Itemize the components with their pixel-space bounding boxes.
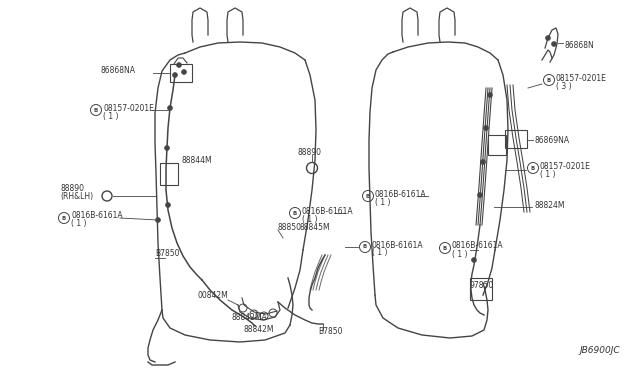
Circle shape <box>552 42 557 46</box>
Circle shape <box>177 62 182 67</box>
Circle shape <box>182 70 186 74</box>
Text: B7850: B7850 <box>318 327 342 337</box>
Text: B: B <box>547 77 551 83</box>
Text: B: B <box>94 108 98 112</box>
Text: B7850: B7850 <box>155 248 179 257</box>
Text: JB6900JC: JB6900JC <box>579 346 620 355</box>
Text: 0816B-6161A: 0816B-6161A <box>302 206 354 215</box>
Text: ( 3 ): ( 3 ) <box>556 81 572 90</box>
Text: 00842M: 00842M <box>198 291 228 299</box>
Text: 88842M: 88842M <box>243 326 273 334</box>
Circle shape <box>483 125 488 131</box>
Text: ( 1 ): ( 1 ) <box>71 218 86 228</box>
Text: 08157-0201E: 08157-0201E <box>540 161 591 170</box>
Text: 86868N: 86868N <box>565 41 595 49</box>
Bar <box>488 135 506 155</box>
Text: B: B <box>62 215 66 221</box>
Circle shape <box>545 35 550 41</box>
Circle shape <box>481 160 486 164</box>
Bar <box>170 64 192 82</box>
Text: B: B <box>531 166 535 170</box>
Circle shape <box>166 202 170 208</box>
Text: 88842MA: 88842MA <box>232 314 268 323</box>
Circle shape <box>168 106 173 110</box>
Text: ( 1 ): ( 1 ) <box>302 215 317 224</box>
Text: 86869NA: 86869NA <box>535 135 570 144</box>
Text: 0816B-6161A: 0816B-6161A <box>452 241 504 250</box>
Text: B: B <box>363 244 367 250</box>
Text: 08157-0201E: 08157-0201E <box>556 74 607 83</box>
Text: B: B <box>366 193 370 199</box>
Text: ( 1 ): ( 1 ) <box>375 198 390 206</box>
Text: ( 1 ): ( 1 ) <box>372 248 387 257</box>
Text: (RH&LH): (RH&LH) <box>60 192 93 201</box>
Text: ( 1 ): ( 1 ) <box>452 250 467 259</box>
Text: 0816B-6161A: 0816B-6161A <box>375 189 427 199</box>
Circle shape <box>156 218 161 222</box>
Circle shape <box>472 257 477 263</box>
Text: 88845M: 88845M <box>300 222 331 231</box>
Text: 97850: 97850 <box>470 280 494 289</box>
Text: ( 1 ): ( 1 ) <box>540 170 556 179</box>
Text: 88824M: 88824M <box>535 201 566 209</box>
Text: 88850: 88850 <box>278 222 302 231</box>
Circle shape <box>477 192 483 198</box>
Bar <box>505 130 527 148</box>
Text: B: B <box>443 246 447 250</box>
Circle shape <box>488 93 493 97</box>
Text: 0816B-6161A: 0816B-6161A <box>372 241 424 250</box>
Bar <box>160 163 178 185</box>
Text: B: B <box>293 211 297 215</box>
Circle shape <box>164 145 170 151</box>
Text: 88890: 88890 <box>298 148 322 157</box>
Text: 88844M: 88844M <box>182 155 212 164</box>
Bar <box>470 278 492 300</box>
Text: ( 1 ): ( 1 ) <box>103 112 118 121</box>
Text: 86868NA: 86868NA <box>100 65 135 74</box>
Text: 88890: 88890 <box>60 183 84 192</box>
Text: 08157-0201E: 08157-0201E <box>103 103 154 112</box>
Circle shape <box>173 73 177 77</box>
Text: 0816B-6161A: 0816B-6161A <box>71 211 123 219</box>
